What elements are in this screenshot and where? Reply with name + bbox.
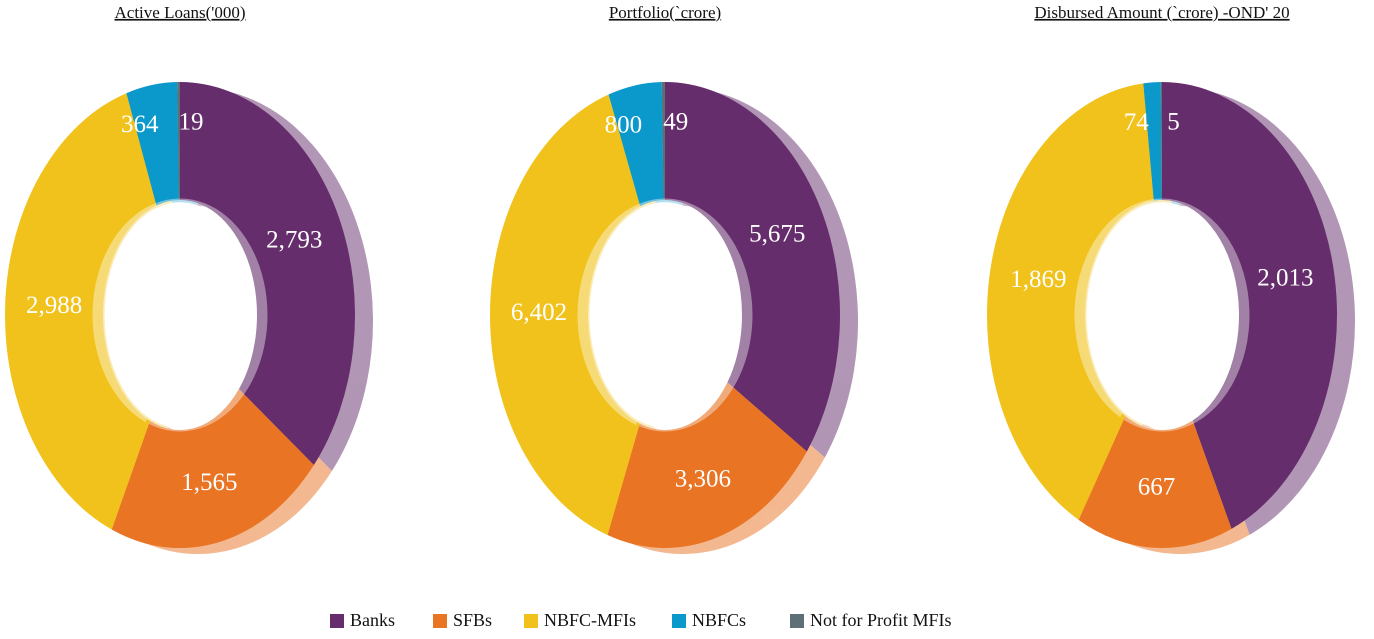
slice	[987, 83, 1154, 520]
chart-title: Active Loans('000)	[115, 3, 246, 22]
legend-label: NBFCs	[692, 610, 746, 630]
slice	[126, 82, 179, 206]
data-label: 3,306	[675, 466, 731, 493]
slice	[1160, 82, 1162, 201]
donut-hole	[1086, 202, 1238, 428]
chart-title: Disbursed Amount (`crore) -OND' 20	[1034, 3, 1289, 22]
legend-label: Not for Profit MFIs	[810, 610, 952, 630]
legend-swatch	[433, 614, 447, 628]
slice	[180, 82, 355, 466]
data-label: 2,793	[266, 226, 322, 253]
data-label: 5	[1167, 109, 1180, 136]
data-label: 74	[1124, 109, 1150, 136]
slice	[489, 94, 641, 536]
data-label: 19	[178, 109, 203, 136]
slice	[661, 82, 665, 201]
slice	[177, 82, 180, 201]
slice	[111, 389, 314, 548]
chart-title: Portfolio(`crore)	[609, 3, 721, 22]
slice	[665, 82, 840, 452]
legend-swatch	[524, 614, 538, 628]
legend-label: NBFC-MFIs	[544, 610, 636, 630]
data-label: 800	[605, 112, 643, 139]
data-label: 2,013	[1257, 264, 1313, 291]
slice	[4, 93, 157, 530]
data-label: 1,869	[1010, 266, 1066, 293]
data-label: 6,402	[511, 299, 567, 326]
legend-swatch	[672, 614, 686, 628]
donut-hole	[589, 202, 741, 428]
slice	[1078, 416, 1232, 548]
legend-swatch	[330, 614, 344, 628]
data-label: 364	[121, 111, 159, 138]
data-label: 49	[663, 109, 688, 136]
slice	[608, 82, 664, 207]
legend-label: Banks	[350, 610, 395, 630]
data-label: 667	[1138, 474, 1176, 501]
legend-swatch	[790, 614, 804, 628]
slice	[607, 382, 807, 548]
data-label: 5,675	[749, 221, 805, 248]
legend-label: SFBs	[453, 610, 492, 630]
slice	[1162, 82, 1337, 529]
slice	[1143, 82, 1162, 201]
data-label: 1,565	[181, 469, 237, 496]
donut-hole	[104, 202, 256, 428]
data-label: 2,988	[26, 292, 82, 319]
